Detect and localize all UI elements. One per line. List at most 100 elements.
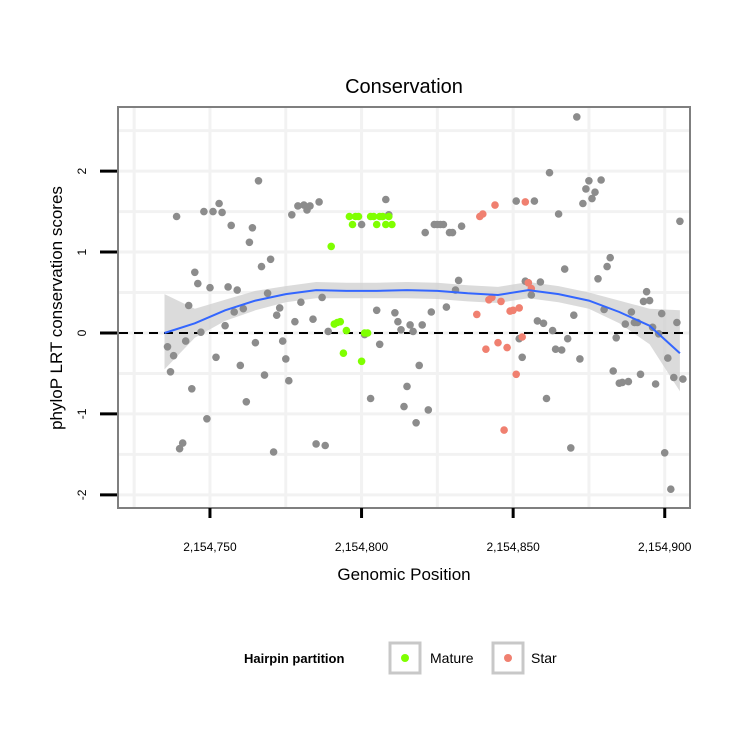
point-other [573, 113, 581, 121]
point-other [585, 177, 593, 185]
point-other [642, 287, 651, 296]
point-other [291, 317, 299, 326]
point-other [533, 317, 542, 325]
point-other [415, 361, 424, 370]
point-other [163, 343, 172, 351]
point-other [676, 217, 684, 226]
point-other [375, 340, 384, 349]
point-other [609, 367, 617, 375]
point-star [509, 306, 517, 315]
point-other [594, 275, 602, 283]
point-other [636, 370, 645, 379]
legend: Hairpin partition Mature Star [244, 641, 557, 675]
y-tick-label: 1 [75, 248, 89, 255]
data-points [163, 113, 687, 494]
point-other [548, 326, 557, 335]
point-other [409, 327, 417, 336]
point-other [673, 318, 681, 327]
point-other [230, 308, 238, 316]
point-star [503, 343, 511, 352]
point-other [545, 168, 554, 177]
point-other [278, 337, 287, 345]
point-other [424, 406, 433, 414]
point-other [224, 283, 232, 291]
point-other [233, 286, 241, 294]
point-mature [336, 317, 345, 326]
point-other [530, 197, 539, 205]
point-mature [327, 242, 336, 251]
point-other [454, 276, 463, 285]
y-axis-title: phyloP LRT conservation scores [47, 186, 66, 430]
y-axis: -2 -1 0 1 2 [75, 167, 117, 500]
point-mature [388, 220, 396, 229]
point-star [524, 279, 533, 287]
point-other [236, 361, 245, 370]
point-other [184, 301, 193, 310]
point-other [527, 291, 536, 299]
smooth-line [164, 289, 681, 354]
point-other [382, 195, 390, 204]
point-other [457, 222, 466, 230]
point-other [397, 326, 405, 334]
point-other [242, 398, 251, 406]
plot-panel [117, 106, 691, 509]
point-other [221, 321, 229, 330]
point-other [203, 415, 211, 423]
point-mature [363, 329, 372, 337]
point-other [227, 221, 235, 230]
point-other [285, 376, 293, 385]
point-mature [382, 220, 390, 229]
point-other [212, 353, 220, 362]
x-axis: 2,154,750 2,154,800 2,154,850 2,154,900 [183, 508, 692, 554]
legend-key-star-dot [504, 654, 512, 662]
y-tick-label: -1 [75, 408, 89, 419]
point-other [272, 311, 281, 320]
point-other [563, 334, 572, 343]
point-other [618, 378, 627, 387]
legend-key-mature-dot [401, 654, 409, 662]
point-other [215, 199, 223, 208]
point-other [539, 319, 548, 328]
point-other [306, 202, 314, 210]
point-other [169, 351, 178, 360]
point-other [542, 394, 551, 403]
point-other [357, 220, 366, 229]
point-other [627, 308, 636, 316]
point-other [639, 297, 648, 306]
point-other [439, 220, 448, 229]
point-other [567, 444, 575, 452]
point-mature [348, 220, 357, 229]
point-other [197, 328, 205, 337]
point-other [315, 198, 323, 206]
point-other [294, 202, 302, 210]
point-other [576, 355, 584, 363]
point-other [366, 394, 375, 403]
point-star [494, 338, 502, 347]
point-other [248, 224, 257, 232]
point-other [536, 278, 545, 286]
point-other [570, 311, 578, 320]
point-other [664, 354, 672, 362]
point-star [497, 297, 505, 306]
point-other [209, 207, 217, 216]
point-mature [379, 212, 387, 221]
point-other [667, 485, 675, 494]
point-other [551, 345, 560, 354]
point-star [482, 345, 490, 354]
point-other [597, 176, 605, 184]
point-mature [372, 220, 381, 229]
point-mature [354, 212, 363, 221]
point-other [403, 382, 411, 391]
legend-title: Hairpin partition [244, 651, 344, 666]
point-other [166, 368, 175, 376]
point-star [479, 210, 487, 218]
point-other [427, 308, 436, 316]
point-other [442, 303, 451, 311]
point-other [554, 210, 563, 218]
point-other [612, 334, 620, 342]
chart-title: Conservation [345, 76, 463, 98]
point-other [200, 207, 208, 216]
point-other [579, 199, 587, 208]
point-other [188, 385, 196, 393]
y-tick-label: 0 [75, 329, 89, 336]
